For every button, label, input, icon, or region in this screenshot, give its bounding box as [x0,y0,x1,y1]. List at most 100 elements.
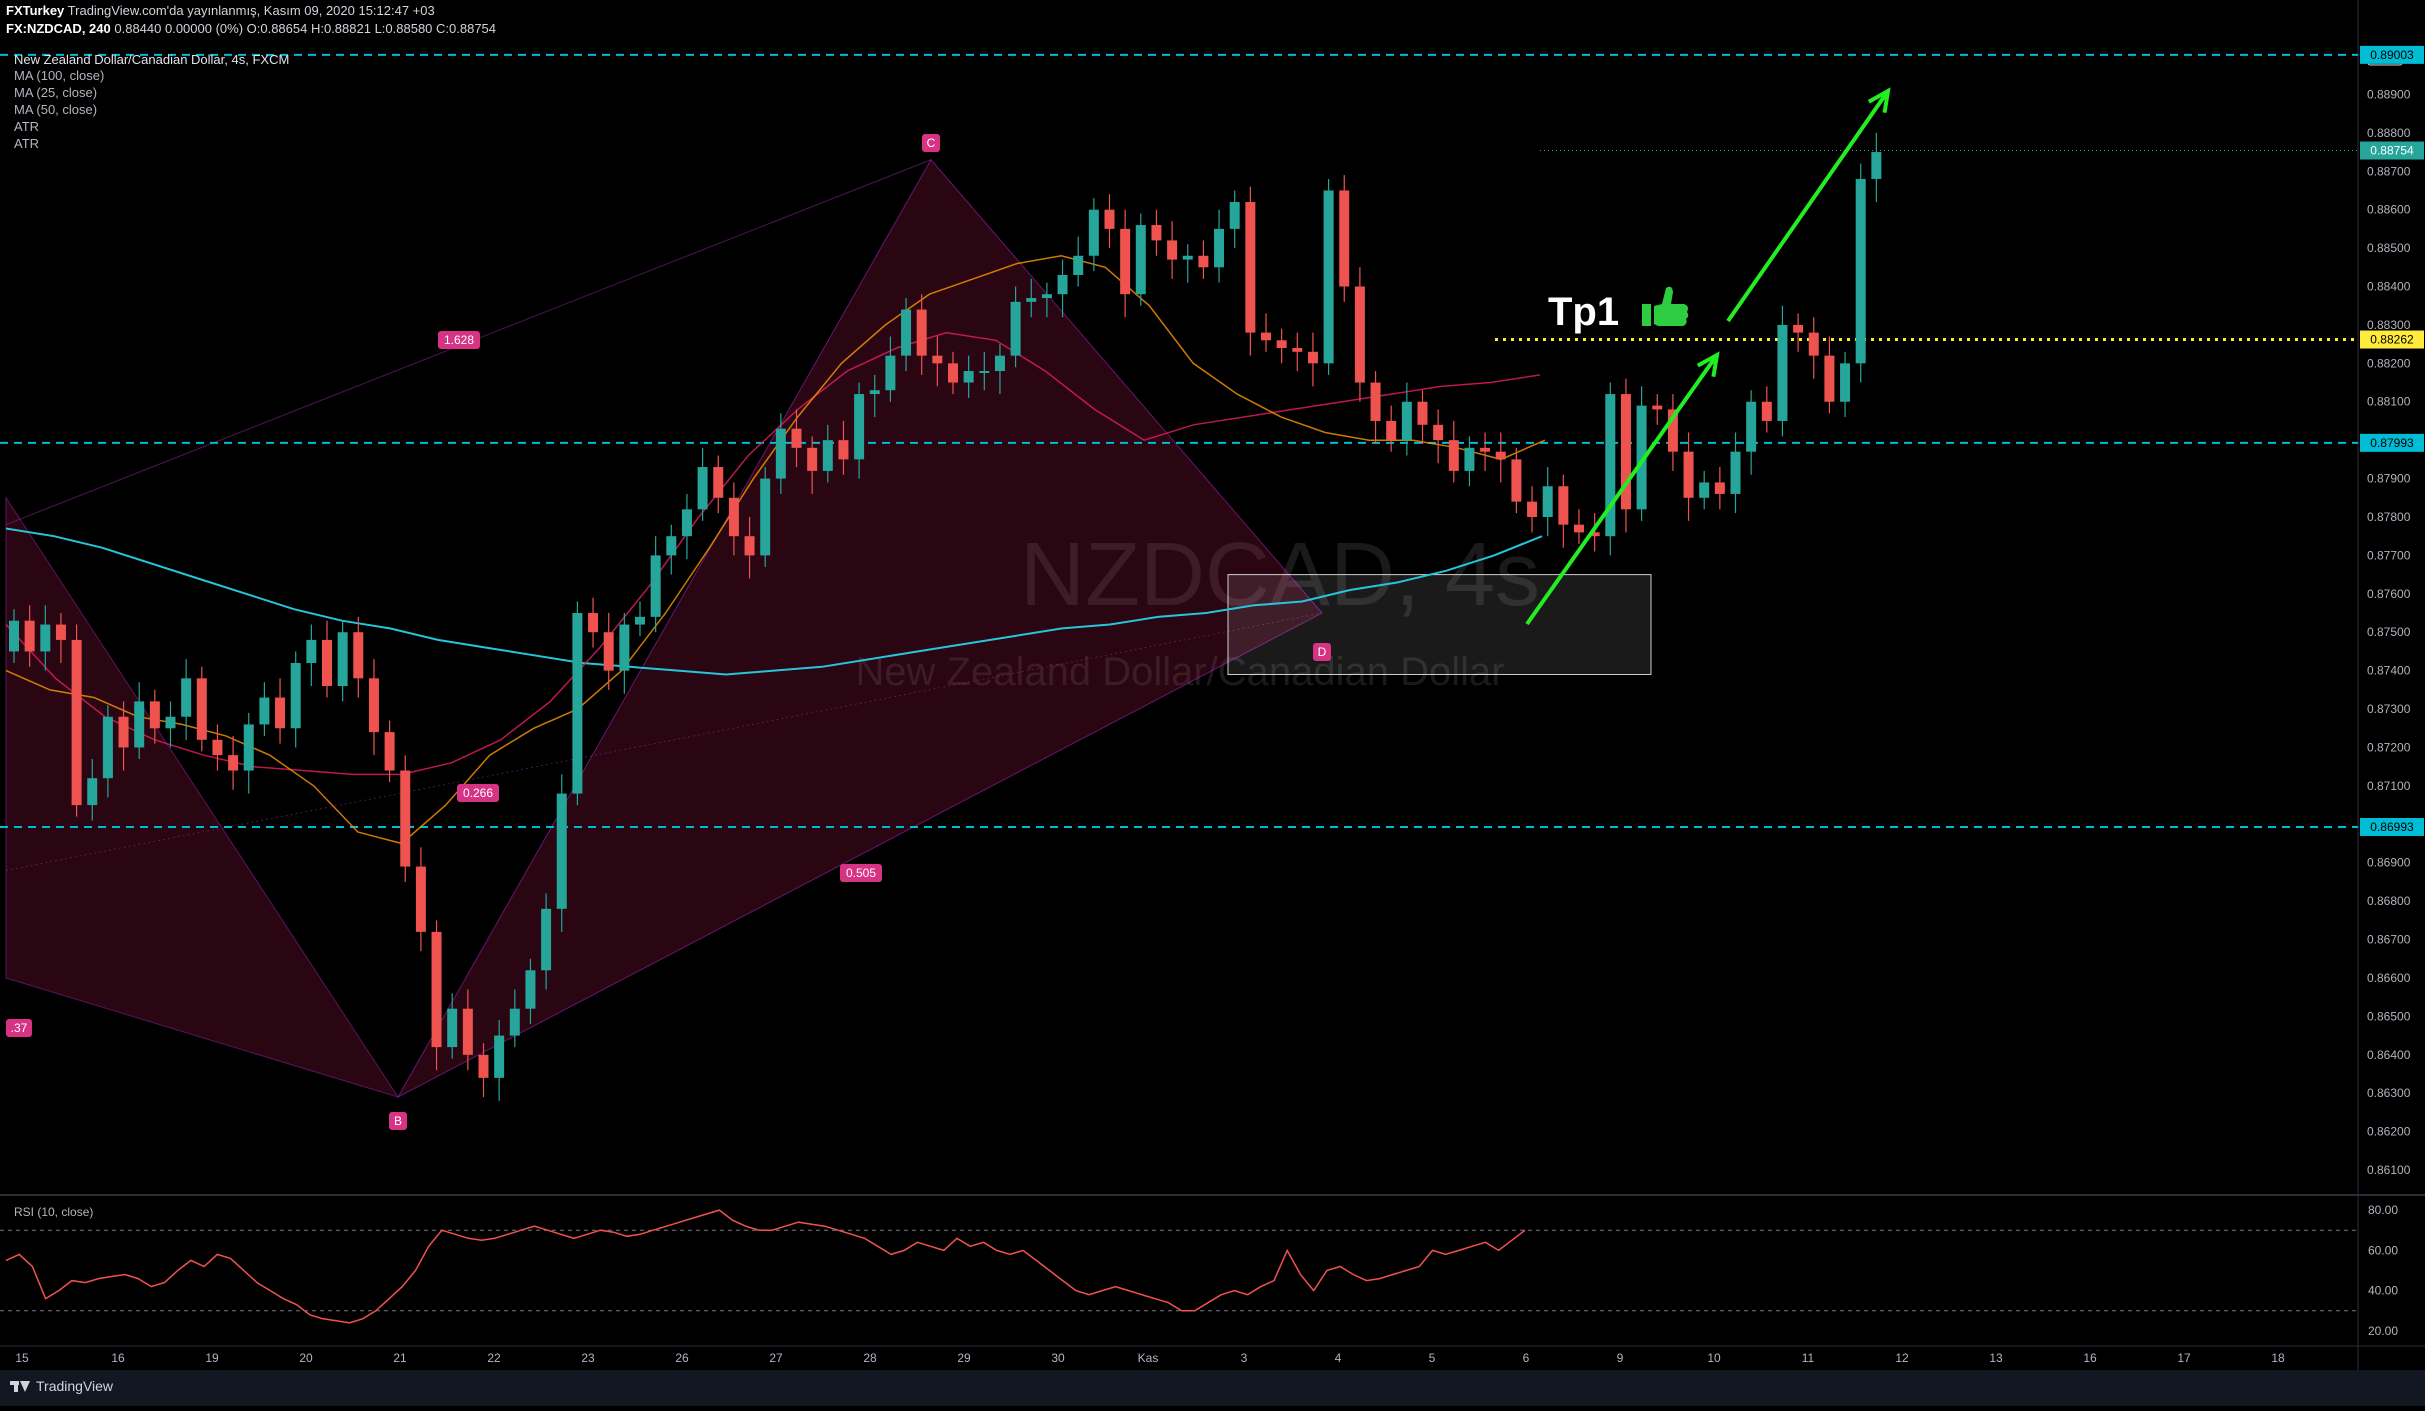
tradingview-icon [10,1379,30,1393]
legend-ma100[interactable]: MA (100, close) [14,68,105,83]
price-tick: 0.87400 [2367,664,2411,678]
candle-body [1699,482,1710,498]
arrow-lower-head [1696,351,1720,378]
candle-body [462,1008,473,1055]
candle-body [368,678,379,733]
candle-body [963,371,974,383]
legend-atr-2[interactable]: ATR [14,136,40,151]
legend-ma25[interactable]: MA (25, close) [14,85,98,100]
watermark-name: New Zealand Dollar/Canadian Dollar [855,650,1504,694]
candle-body [1151,225,1162,241]
time-tick: 28 [863,1351,877,1365]
legend-ma50[interactable]: MA (50, close) [14,102,98,117]
rsi-tick: 60.00 [2368,1243,2398,1257]
candle-body [259,697,270,725]
publisher-name[interactable]: FXTurkey [6,3,65,18]
candle-body [1339,190,1350,287]
candle-body [1229,201,1240,229]
demand-zone-box [1227,574,1652,675]
candle-body [681,509,692,537]
time-tick: 3 [1241,1351,1248,1365]
candle-body [509,1008,520,1036]
candle-body [916,309,927,356]
candle-body [1182,255,1193,260]
point-b-label-bg [389,1112,407,1130]
candle-body [400,770,411,867]
candle-body [1088,209,1099,256]
ma-50-line [5,331,1541,776]
price-tick: 0.88800 [2367,126,2411,140]
time-tick: 21 [393,1351,407,1365]
tradingview-logo[interactable]: TradingView [10,1378,113,1394]
symbol-label[interactable]: FX:NZDCAD, 240 [6,21,111,36]
price-tick: 0.87200 [2367,740,2411,754]
rsi-label: RSI (10, close) [14,1205,93,1219]
candle-body [1840,363,1851,402]
candle-body [1464,447,1475,471]
candle-body [728,497,739,537]
price-tick: 0.86700 [2367,933,2411,947]
price-badge: 0.89003 [2370,48,2414,62]
time-tick: 27 [769,1351,783,1365]
candle-body [322,639,332,687]
price-tick: 0.86400 [2367,1048,2411,1062]
candle-body [337,632,348,687]
candle-body [415,866,426,932]
ratio-1628-label-bg [438,331,480,349]
candle-body [1307,351,1318,364]
candle-body [869,390,880,395]
price-tick: 0.87800 [2367,510,2411,524]
price-tick: 0.86500 [2367,1009,2411,1023]
candle-body [165,716,176,729]
candle-body [1057,274,1068,295]
time-tick: 20 [299,1351,313,1365]
time-tick: 6 [1523,1351,1530,1365]
tp1-label: Tp1 [1548,290,1619,334]
rsi-line [5,1209,1526,1324]
legend-title[interactable]: New Zealand Dollar/Canadian Dollar, 4s, … [14,52,290,67]
candle-body [1605,394,1616,537]
candle-body [854,394,865,460]
candle-body [1386,420,1397,441]
candle-body [932,355,943,364]
candle-body [275,697,286,729]
candle-body [353,632,364,679]
legend-atr-1[interactable]: ATR [14,119,40,134]
candle-body [1667,409,1678,452]
time-tick: 30 [1051,1351,1065,1365]
candle-body [71,639,82,806]
candle-body [134,701,145,748]
candle-body [1761,401,1772,421]
candle-body [290,662,301,729]
point-b-label: B [394,1114,402,1128]
candle-body [1448,440,1459,471]
publish-line: FXTurkey TradingView.com'da yayınlanmış,… [6,2,435,19]
candle-body [149,701,160,729]
time-tick: 19 [205,1351,219,1365]
time-tick: 23 [581,1351,595,1365]
candle-body [87,778,98,806]
price-tick: 0.87700 [2367,548,2411,562]
time-tick: 11 [1802,1351,1815,1365]
time-tick: 26 [675,1351,689,1365]
arrow-lower [1525,353,1719,626]
candle-body [1323,190,1334,364]
price-tick: 0.87300 [2367,702,2411,716]
candle-body [1292,347,1303,352]
candle-body [619,624,630,671]
candle-body [697,467,708,510]
candle-body [1527,501,1538,517]
price-tick: 0.86300 [2367,1086,2411,1100]
candle-body [1652,405,1663,410]
candle-body [1495,451,1506,460]
candle-body [791,428,802,448]
candle-body [525,970,536,1009]
candle-body [1808,332,1819,356]
candle-body [775,428,786,479]
candle-body [1574,524,1584,533]
candle-body [1010,301,1021,356]
candle-body [1620,394,1631,510]
candle-body [1855,178,1866,364]
